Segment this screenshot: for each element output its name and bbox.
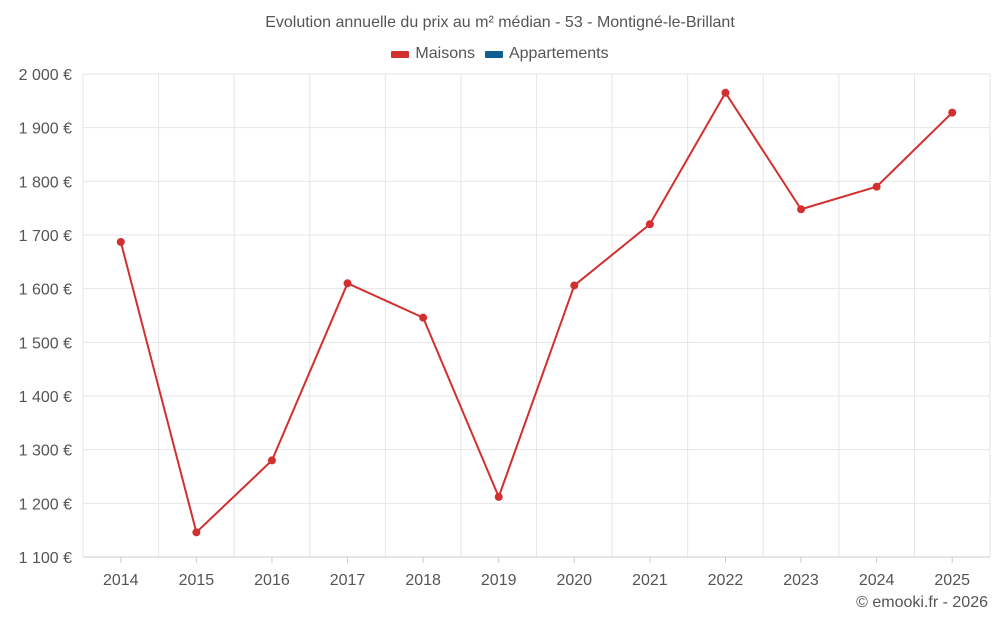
x-tick-label: 2017 xyxy=(330,572,366,589)
y-tick-label: 1 800 € xyxy=(19,174,72,191)
x-tick-label: 2021 xyxy=(632,572,668,589)
data-point[interactable] xyxy=(645,220,654,229)
x-tick-label: 2023 xyxy=(783,572,819,589)
y-tick-label: 1 500 € xyxy=(19,335,72,352)
data-point[interactable] xyxy=(343,279,352,288)
x-tick-label: 2024 xyxy=(859,572,895,589)
y-tick-label: 1 100 € xyxy=(19,550,72,567)
data-point[interactable] xyxy=(116,237,125,246)
data-point[interactable] xyxy=(192,528,201,537)
credit-text: © emooki.fr - 2026 xyxy=(856,594,988,611)
y-tick-label: 1 200 € xyxy=(19,496,72,513)
y-tick-label: 1 300 € xyxy=(19,443,72,460)
data-point[interactable] xyxy=(494,492,503,501)
x-tick-label: 2015 xyxy=(179,572,215,589)
series-line-maisons xyxy=(119,91,953,534)
x-tick-label: 2022 xyxy=(708,572,744,589)
x-tick-label: 2014 xyxy=(103,572,139,589)
legend-item-maisons[interactable]: Maisons xyxy=(391,45,475,63)
grid xyxy=(82,73,991,558)
x-tick-label: 2018 xyxy=(405,572,441,589)
legend-swatch-maisons xyxy=(391,50,410,58)
data-point[interactable] xyxy=(872,182,881,191)
data-point[interactable] xyxy=(267,456,276,465)
x-tick-label: 2025 xyxy=(934,572,970,589)
axes: 1 100 € 1 200 € 1 300 € 1 400 € 1 500 € 1 600… xyxy=(19,67,990,589)
series-maisons xyxy=(116,88,957,537)
legend-item-appartements[interactable]: Appartements xyxy=(484,45,609,63)
legend-swatch-appartements xyxy=(484,50,503,58)
data-point[interactable] xyxy=(570,281,579,290)
y-tick-label: 2 000 € xyxy=(19,67,72,84)
data-point[interactable] xyxy=(721,88,730,97)
data-point[interactable] xyxy=(419,313,428,322)
x-tick-label: 2020 xyxy=(556,572,592,589)
y-tick-label: 1 700 € xyxy=(19,228,72,245)
data-point[interactable] xyxy=(797,205,806,214)
x-tick-label: 2016 xyxy=(254,572,290,589)
legend-label-maisons: Maisons xyxy=(415,45,475,62)
y-tick-label: 1 400 € xyxy=(19,389,72,406)
y-tick-label: 1 600 € xyxy=(19,282,72,299)
chart-title: Evolution annuelle du prix au m² médian … xyxy=(265,14,735,31)
legend-label-appartements: Appartements xyxy=(508,45,609,62)
data-point[interactable] xyxy=(948,108,957,117)
x-tick-label: 2019 xyxy=(481,572,517,589)
legend: Maisons Appartements xyxy=(0,45,1000,63)
y-tick-label: 1 900 € xyxy=(19,121,72,138)
